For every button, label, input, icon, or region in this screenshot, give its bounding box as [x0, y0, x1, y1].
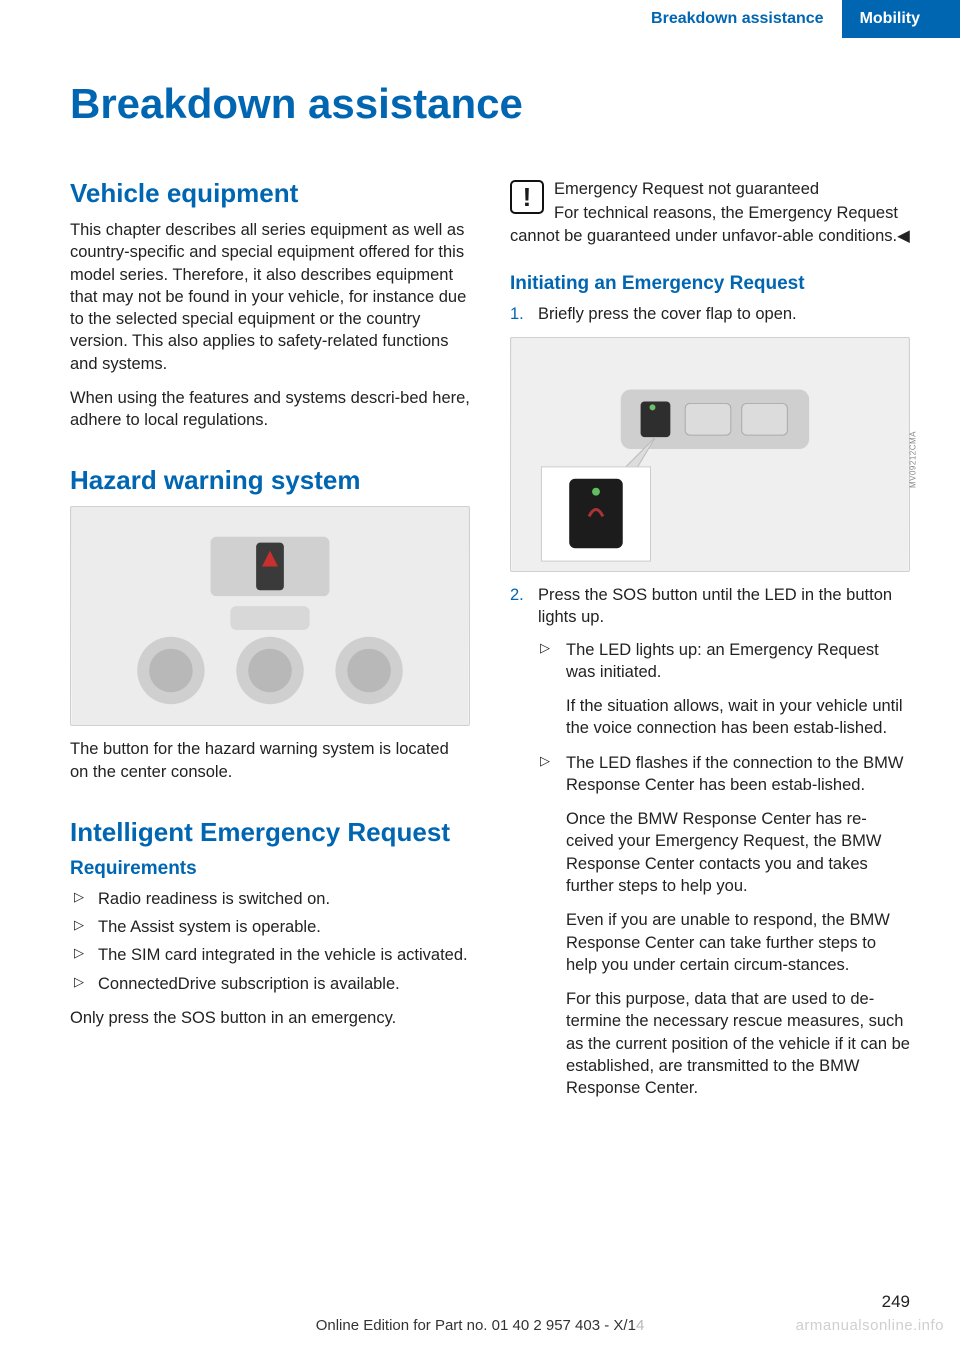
- vehicle-equipment-p2: When using the features and systems desc…: [70, 387, 470, 432]
- step-1-text: Briefly press the cover flap to open.: [538, 305, 797, 323]
- hazard-caption: The button for the hazard warning system…: [70, 738, 470, 783]
- step-1: 1. Briefly press the cover flap to open.: [510, 303, 910, 325]
- right-column: ! Emergency Request not guaranteed For t…: [510, 178, 910, 1111]
- page-content: Breakdown assistance Vehicle equipment T…: [70, 80, 910, 1282]
- sub-item-detail: For this purpose, data that are used to …: [566, 988, 910, 1099]
- step-2-text: Press the SOS button until the LED in th…: [538, 586, 892, 626]
- heading-ier: Intelligent Emergency Request: [70, 817, 470, 848]
- watermark: armanualsonline.info: [796, 1317, 944, 1334]
- warning-title: Emergency Request not guaranteed: [510, 178, 910, 200]
- steps-list-2: 2. Press the SOS button until the LED in…: [510, 584, 910, 1099]
- sub-item: The LED lights up: an Emergency Request …: [538, 639, 910, 740]
- footer-text-a: Online Edition for Part no. 01 40 2 957 …: [316, 1317, 636, 1334]
- heading-hazard: Hazard warning system: [70, 465, 470, 496]
- sos-image: MV09212CMA: [510, 337, 910, 572]
- requirements-list: Radio readiness is switched on. The Assi…: [70, 888, 470, 995]
- breadcrumb-section: Breakdown assistance: [633, 0, 842, 38]
- two-column-layout: Vehicle equipment This chapter describes…: [70, 178, 910, 1111]
- vehicle-equipment-p1: This chapter describes all series equipm…: [70, 219, 470, 375]
- step-2: 2. Press the SOS button until the LED in…: [510, 584, 910, 1099]
- left-column: Vehicle equipment This chapter describes…: [70, 178, 470, 1111]
- footer-text-b: 4: [636, 1317, 644, 1334]
- hazard-image-svg: [71, 507, 469, 725]
- heading-vehicle-equipment: Vehicle equipment: [70, 178, 470, 209]
- sub-item-detail: Even if you are unable to respond, the B…: [566, 909, 910, 976]
- sub-item-text: The LED lights up: an Emergency Request …: [566, 639, 910, 684]
- hazard-image: [70, 506, 470, 726]
- section-vehicle-equipment: Vehicle equipment This chapter describes…: [70, 178, 470, 431]
- header-breadcrumb: Breakdown assistance Mobility: [633, 0, 960, 38]
- sub-item-detail: Once the BMW Response Center has re‐ceiv…: [566, 808, 910, 897]
- heading-initiating: Initiating an Emergency Request: [510, 273, 910, 295]
- warning-block: ! Emergency Request not guaranteed For t…: [510, 178, 910, 259]
- warning-icon: !: [510, 180, 544, 214]
- requirement-item: The SIM card integrated in the vehicle i…: [70, 944, 470, 966]
- requirement-item: The Assist system is operable.: [70, 916, 470, 938]
- page-number: 249: [882, 1292, 910, 1312]
- sub-item-text: The LED flashes if the connection to the…: [566, 752, 910, 797]
- heading-requirements: Requirements: [70, 858, 470, 880]
- section-ier: Intelligent Emergency Request Requiremen…: [70, 817, 470, 1029]
- requirement-item: Radio readiness is switched on.: [70, 888, 470, 910]
- sos-note: Only press the SOS button in an emergenc…: [70, 1007, 470, 1029]
- image-code: MV09212CMA: [909, 431, 918, 488]
- section-hazard: Hazard warning system: [70, 465, 470, 783]
- requirement-item: ConnectedDrive subscription is available…: [70, 973, 470, 995]
- warning-body: For technical reasons, the Emergency Req…: [510, 202, 910, 247]
- sub-item: The LED flashes if the connection to the…: [538, 752, 910, 1100]
- page-title: Breakdown assistance: [70, 80, 910, 128]
- step-2-subitems: The LED lights up: an Emergency Request …: [538, 639, 910, 1100]
- breadcrumb-chapter: Mobility: [842, 0, 960, 38]
- sub-item-detail: If the situation allows, wait in your ve…: [566, 695, 910, 740]
- sos-image-svg: [511, 338, 909, 571]
- steps-list: 1. Briefly press the cover flap to open.: [510, 303, 910, 325]
- step-number: 2.: [510, 584, 524, 606]
- step-number: 1.: [510, 303, 524, 325]
